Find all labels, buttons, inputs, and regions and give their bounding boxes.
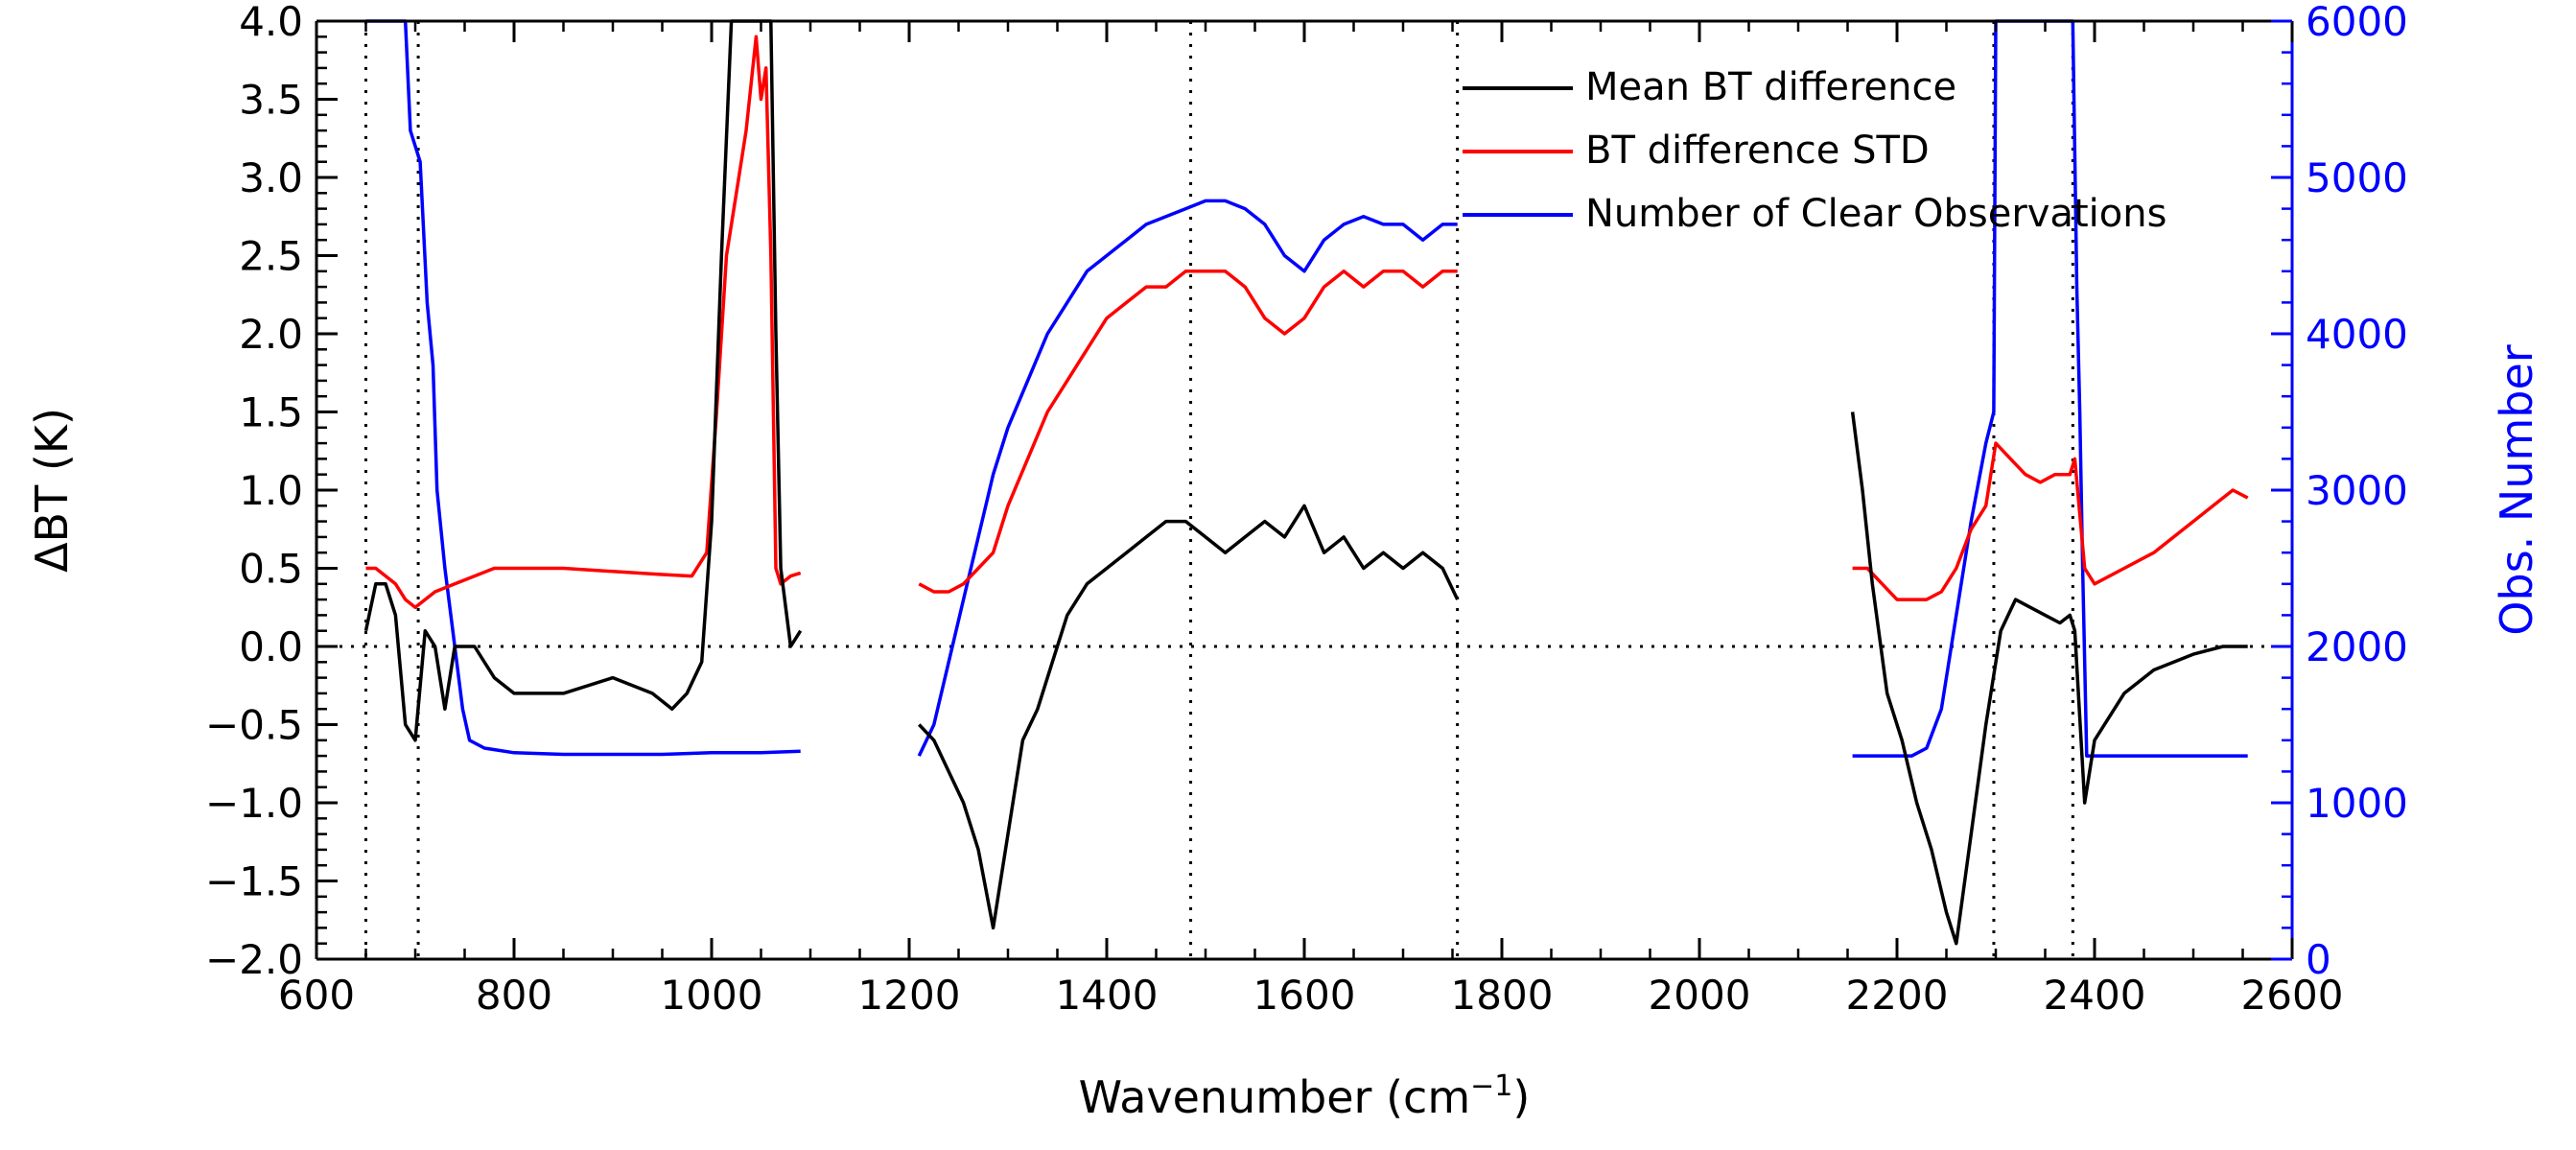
y-left-tick-label: 2.0 (239, 311, 303, 358)
legend-entry: BT difference STD (1463, 129, 1930, 173)
y-left-tick-label: −0.5 (205, 702, 303, 749)
y-left-tick-label: 3.0 (239, 154, 303, 201)
legend: Mean BT difference BT difference STD Numbe… (1463, 65, 2166, 236)
series-line-segment (365, 19, 801, 757)
y-right-tick-label: 3000 (2306, 467, 2408, 514)
y-right-tick-label: 4000 (2306, 311, 2408, 358)
y-right-tick-label: 5000 (2306, 154, 2408, 201)
x-axis-title-main: Wavenumber (cm (1079, 1071, 1470, 1123)
series-line-segment (917, 199, 1458, 757)
legend-label: Mean BT difference (1585, 65, 1956, 109)
y-axis-right-title: Obs. Number (2491, 344, 2542, 635)
y-right-tick-label: 1000 (2306, 780, 2408, 827)
y-right-tick-label: 0 (2306, 936, 2331, 983)
series-line-segment (918, 270, 1458, 594)
series-layer (363, 19, 2249, 946)
x-tick-label: 600 (278, 972, 355, 1019)
legend-entry: Number of Clear Observations (1463, 192, 2166, 236)
x-tick-label: 2200 (1846, 972, 1949, 1019)
x-tick-label: 1200 (858, 972, 961, 1019)
axes-layer: 600 800 1000 1200 1400 1600 1800 2000 2200 2400 26… (205, 0, 2408, 1019)
x-tick-label: 2000 (1649, 972, 1751, 1019)
x-tick-label: 1400 (1056, 972, 1159, 1019)
x-axis-title-close: ) (1512, 1071, 1530, 1123)
x-tick-label: 1600 (1253, 972, 1356, 1019)
reference-lines (316, 21, 2292, 959)
y-left-tick-label: 1.0 (239, 467, 303, 514)
y-left-tick-label: 1.5 (239, 389, 303, 436)
y-left-tick-label: −1.5 (205, 858, 303, 905)
legend-entry: Mean BT difference (1463, 65, 1956, 109)
x-tick-label: 2400 (2044, 972, 2146, 1019)
y-left-tick-label: 4.0 (239, 0, 303, 45)
x-tick-label: 2600 (2241, 972, 2344, 1019)
x-axis-title-superscript: −1 (1470, 1069, 1512, 1103)
legend-label: Number of Clear Observations (1585, 192, 2166, 236)
x-tick-label: 1800 (1451, 972, 1554, 1019)
x-axis-title: Wavenumber (cm−1) (1079, 1069, 1531, 1123)
y-left-tick-label: 0.5 (239, 546, 303, 593)
legend-label: BT difference STD (1585, 129, 1930, 173)
y-right-tick-label: 2000 (2306, 623, 2408, 670)
y-left-tick-label: 0.0 (239, 623, 303, 670)
y-left-tick-label: 2.5 (239, 233, 303, 280)
series-line-segment (365, 35, 802, 610)
x-tick-label: 800 (476, 972, 552, 1019)
series-bt-difference-std (365, 35, 2249, 610)
x-tick-label: 1000 (661, 972, 763, 1019)
y-right-tick-label: 6000 (2306, 0, 2408, 45)
y-left-tick-label: −2.0 (205, 936, 303, 983)
y-left-tick-label: −1.0 (205, 780, 303, 827)
y-axis-left-title: ΔBT (K) (26, 408, 78, 573)
y-left-tick-label: 3.5 (239, 77, 303, 124)
